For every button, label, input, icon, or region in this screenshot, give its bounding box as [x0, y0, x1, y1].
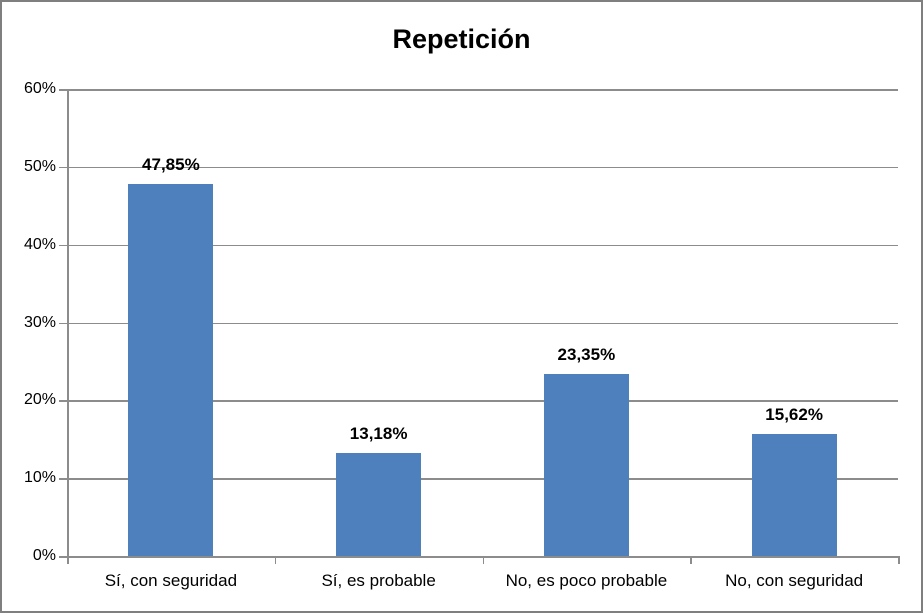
- y-axis-tick-label: 60%: [23, 80, 56, 97]
- y-axis-tick-label: 10%: [23, 469, 56, 487]
- y-axis-tick: [59, 400, 67, 402]
- x-category-label: Sí, con seguridad: [104, 571, 238, 590]
- bar-value-label: 15,62%: [765, 405, 823, 425]
- y-axis-tick-label: 30%: [23, 313, 56, 331]
- gridline: [67, 166, 898, 169]
- bar: [751, 434, 837, 556]
- x-axis-tick: [898, 556, 900, 564]
- y-axis-tick: [59, 89, 67, 91]
- gridline: [67, 322, 898, 324]
- bar-value-label: 47,85%: [142, 154, 200, 174]
- gridline: [67, 89, 898, 91]
- y-axis-tick: [59, 166, 67, 169]
- y-axis-line: [67, 89, 69, 564]
- bar: [543, 374, 629, 556]
- bar: [128, 183, 214, 556]
- x-axis-tick: [67, 556, 69, 564]
- chart-title: Repetición: [392, 24, 531, 54]
- y-axis-tick-label: 0%: [32, 547, 56, 564]
- gridline: [67, 478, 898, 480]
- x-axis-tick: [482, 556, 484, 564]
- x-category-label: Sí, es probable: [321, 571, 436, 590]
- y-axis-tick-label: 50%: [23, 157, 56, 175]
- bar-value-label: 23,35%: [557, 345, 616, 365]
- y-axis-tick-label: 20%: [23, 391, 56, 409]
- x-category-label: No, es poco probable: [505, 571, 668, 590]
- gridline: [67, 244, 898, 247]
- y-axis-tick: [59, 556, 67, 558]
- y-axis-tick-label: 40%: [23, 235, 56, 253]
- x-category-label: No, con seguridad: [725, 571, 864, 590]
- y-axis-tick: [59, 244, 67, 247]
- bar: [336, 453, 422, 556]
- x-axis-tick: [690, 556, 692, 564]
- gridline: [67, 400, 898, 402]
- bar-value-label: 13,18%: [349, 424, 408, 444]
- y-axis-tick: [59, 322, 67, 324]
- y-axis-tick: [59, 478, 67, 480]
- x-axis-tick: [274, 556, 277, 564]
